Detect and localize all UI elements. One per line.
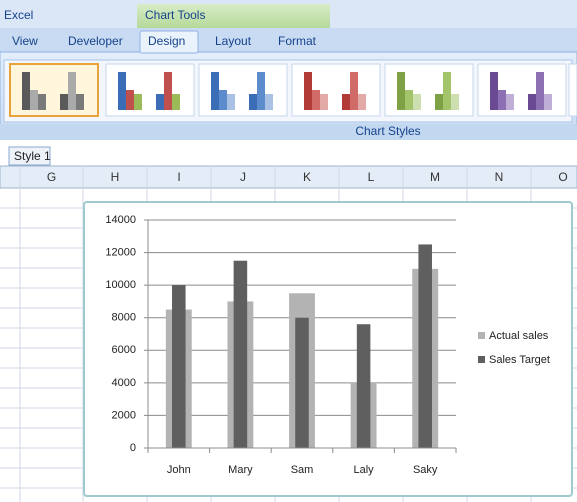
column-header[interactable]: K xyxy=(303,170,311,184)
column-header[interactable]: N xyxy=(495,170,504,184)
x-tick-label: Mary xyxy=(228,464,253,476)
tooltip-text: Style 1 xyxy=(14,149,51,163)
x-tick-label: Saky xyxy=(413,464,438,476)
y-tick-label: 12000 xyxy=(105,246,136,258)
thumbnail-bar xyxy=(528,94,536,110)
tooltip xyxy=(8,146,51,166)
formula-area xyxy=(0,140,577,166)
thumbnail-bar xyxy=(68,72,76,110)
bar xyxy=(295,317,309,448)
column-header[interactable]: O xyxy=(558,170,567,184)
contextual-tab-header xyxy=(137,4,330,28)
thumbnail-bar xyxy=(304,72,312,110)
thumbnail-bar xyxy=(22,72,30,110)
column-header[interactable]: L xyxy=(368,170,375,184)
bar xyxy=(418,244,432,448)
thumbnail-bar xyxy=(30,90,38,110)
column-header[interactable]: I xyxy=(177,170,180,184)
thumbnail-bar xyxy=(118,72,126,110)
thumbnail-bar xyxy=(506,94,514,110)
chart: 0 2000 4000 6000 8000 10000 12000 14000 John Mary… xyxy=(83,201,573,497)
thumbnail-bar xyxy=(38,94,46,110)
app-title: Excel xyxy=(4,8,33,22)
y-tick-label: 6000 xyxy=(112,344,136,356)
thumbnail-bar xyxy=(443,72,451,110)
thumbnail-bar xyxy=(164,72,172,110)
thumbnail-bar xyxy=(451,94,459,110)
thumbnail-bar xyxy=(320,94,328,110)
thumbnail-bar xyxy=(249,94,257,110)
thumbnail-bar xyxy=(76,94,84,110)
group-label: Chart Styles xyxy=(355,124,420,138)
thumbnail-bar xyxy=(544,94,552,110)
column-header[interactable]: M xyxy=(430,170,440,184)
ribbon-tab[interactable]: Design xyxy=(148,34,185,48)
y-tick-label: 10000 xyxy=(105,279,136,291)
thumbnail-bar xyxy=(172,94,180,110)
legend-label: Sales Target xyxy=(489,354,550,366)
column-header[interactable]: H xyxy=(111,170,120,184)
y-tick-label: 2000 xyxy=(112,409,136,421)
bar xyxy=(356,324,371,448)
thumbnail-bar xyxy=(405,90,413,110)
thumbnail-bar xyxy=(397,72,405,110)
thumbnail-bar xyxy=(358,94,366,110)
tab-strip xyxy=(0,28,577,52)
thumbnail-bar xyxy=(60,94,68,110)
thumbnail-bar xyxy=(227,94,235,110)
ribbon-tab[interactable]: Developer xyxy=(68,34,123,48)
y-tick-label: 4000 xyxy=(112,377,136,389)
bar xyxy=(172,285,186,448)
thumbnail-bar xyxy=(498,90,506,110)
x-tick-label: Laly xyxy=(354,464,375,476)
y-tick-label: 0 xyxy=(130,442,136,454)
x-tick-label: Sam xyxy=(291,464,314,476)
thumbnail-bar xyxy=(536,72,544,110)
legend-swatch xyxy=(478,332,485,339)
thumbnail-bar xyxy=(490,72,498,110)
bar xyxy=(233,260,248,448)
thumbnail-bar xyxy=(265,94,273,110)
thumbnail-bar xyxy=(156,94,164,110)
y-tick-label: 14000 xyxy=(105,214,136,226)
thumbnail-bar xyxy=(342,94,350,110)
thumbnail-bar xyxy=(413,94,421,110)
chart-frame[interactable] xyxy=(83,201,573,497)
column-header-row xyxy=(0,165,577,189)
x-tick-label: John xyxy=(167,464,191,476)
y-tick-label: 8000 xyxy=(112,312,136,324)
ribbon-tab[interactable]: View xyxy=(12,34,38,48)
legend-swatch xyxy=(478,356,485,363)
thumbnail-bar xyxy=(435,94,443,110)
ribbon-tab[interactable]: Layout xyxy=(215,34,252,48)
ribbon-tab[interactable]: Format xyxy=(278,34,317,48)
thumbnail-bar xyxy=(219,90,227,110)
column-header[interactable]: G xyxy=(47,170,56,184)
contextual-tab-label: Chart Tools xyxy=(145,8,205,22)
style-thumbnail[interactable] xyxy=(568,63,577,117)
thumbnail-bar xyxy=(257,72,265,110)
thumbnail-bar xyxy=(134,94,142,110)
thumbnail-bar xyxy=(312,90,320,110)
thumbnail-bar xyxy=(350,72,358,110)
thumbnail-bar xyxy=(126,90,134,110)
thumbnail-bar xyxy=(211,72,219,110)
active-tab[interactable] xyxy=(139,30,199,54)
column-header[interactable]: J xyxy=(240,170,246,184)
legend-label: Actual sales xyxy=(489,330,549,342)
group-footer xyxy=(0,124,577,140)
